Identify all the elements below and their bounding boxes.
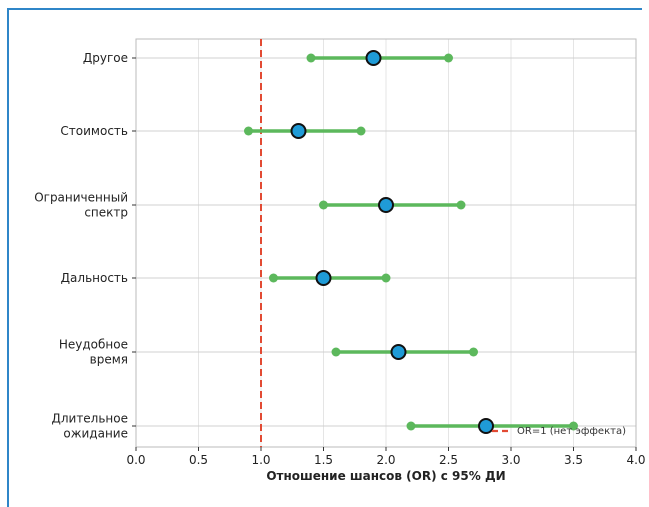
ci-upper-point: [381, 273, 391, 283]
frame-border-top: [7, 8, 642, 10]
x-tick-label: 3.5: [564, 453, 583, 467]
ci-lower-point: [269, 273, 278, 283]
odds-ratio-point: [290, 123, 307, 139]
x-axis-label: Отношение шансов (OR) с 95% ДИ: [266, 469, 505, 483]
x-tick-label: 2.5: [439, 453, 458, 467]
x-tick-label: 2.0: [376, 453, 395, 467]
y-tick-label: Стоимость: [60, 124, 128, 138]
x-tick-label: 3.0: [501, 453, 520, 467]
frame-border-left: [7, 8, 9, 507]
odds-ratio-point: [378, 197, 394, 213]
y-tick-label: ожидание: [63, 427, 128, 441]
ci-lower-point: [319, 200, 328, 210]
series-layer: [244, 50, 578, 434]
odds-ratio-point: [315, 270, 332, 286]
x-tick-label: 1.5: [314, 453, 333, 467]
ci-upper-point: [456, 200, 466, 210]
ci-upper-point: [356, 126, 366, 136]
y-tick-label: спектр: [84, 206, 128, 220]
ci-lower-point: [331, 347, 341, 357]
legend-reference-label: OR=1 (нет эффекта): [517, 426, 626, 437]
grid-layer: [135, 39, 637, 447]
x-tick-label: 0.0: [126, 453, 145, 467]
y-tick-label: Длительное: [51, 412, 128, 426]
ci-lower-point: [306, 53, 316, 63]
odds-ratio-point: [365, 50, 382, 66]
y-tick-label: Другое: [83, 51, 128, 65]
ci-upper-point: [469, 347, 478, 357]
ci-upper-point: [444, 53, 453, 63]
odds-ratio-point: [478, 418, 494, 434]
x-tick-labels: 0.0 0.5 1.0 1.5 2.0 2.5 3.0 3.5 4.0: [126, 447, 646, 467]
x-tick-label: 4.0: [626, 453, 645, 467]
legend: OR=1 (нет эффекта): [492, 426, 626, 437]
y-tick-label: Ограниченный: [34, 191, 128, 205]
ci-upper-point: [569, 421, 578, 431]
ci-lower-point: [244, 126, 253, 136]
y-tick-label: Неудобное: [59, 338, 128, 352]
y-tick-label: Дальность: [61, 271, 128, 285]
ci-lower-point: [406, 421, 416, 431]
x-tick-label: 1.0: [251, 453, 270, 467]
y-tick-label: время: [90, 353, 128, 367]
odds-ratio-point: [390, 344, 407, 360]
x-tick-label: 0.5: [189, 453, 208, 467]
